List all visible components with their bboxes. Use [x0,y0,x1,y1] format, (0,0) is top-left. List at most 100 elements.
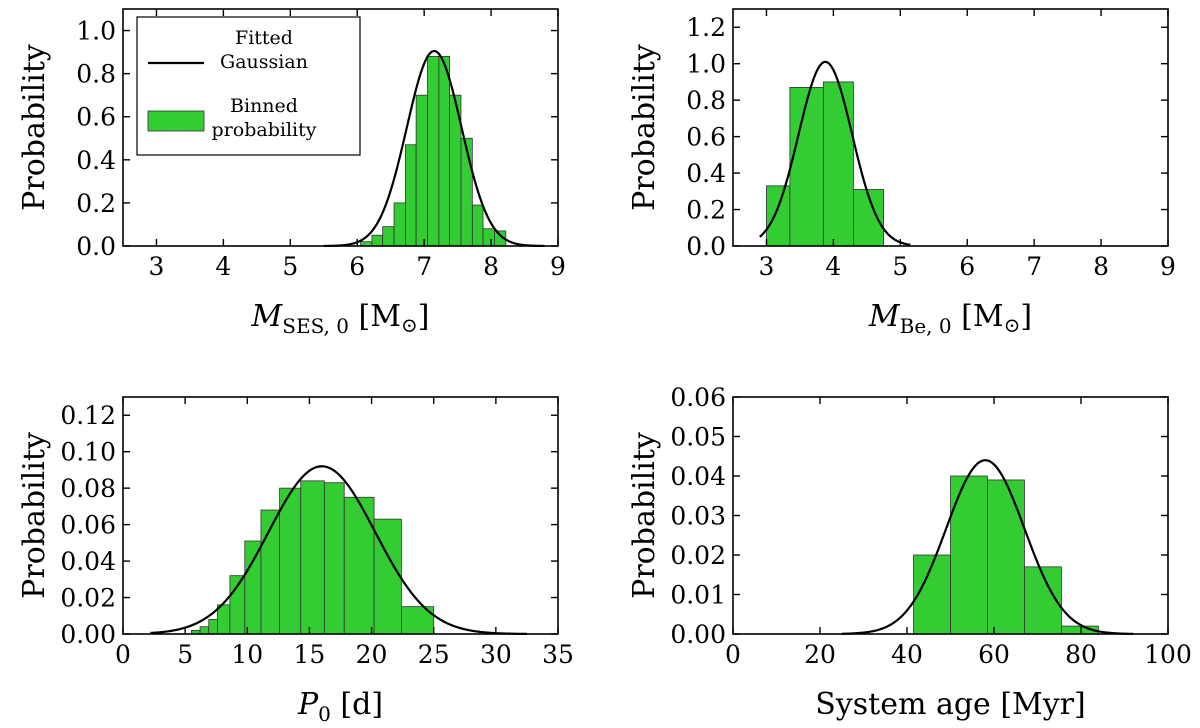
x-axis-label: System age [Myr] [815,687,1085,722]
y-tick-label: 0.05 [670,423,726,452]
x-axis-label-subscript: Be, 0 [900,314,952,338]
x-axis-label-unit: [d] [331,687,383,722]
y-tick-label: 0.8 [76,60,116,89]
plot-frame [732,8,1169,247]
histogram-bar [766,185,791,247]
plot-frame [122,396,559,635]
x-tick-label: 20 [356,640,388,669]
y-tick-label: 0.2 [686,196,726,225]
x-tick-label: 9 [550,252,566,281]
x-tick-label: 10 [231,640,263,669]
y-tick-label: 0.12 [60,401,116,430]
legend-bar-swatch [147,110,205,132]
y-tick-label: 0.0 [686,232,726,261]
histogram-bar [371,234,384,247]
y-axis-label: Probability [627,432,662,599]
x-tick-label: 60 [978,640,1010,669]
x-tick-label: 40 [891,640,923,669]
histogram-bar [343,496,375,635]
x-axis-label-unit-close: ] [1020,299,1032,334]
y-tick-label: 0.02 [670,541,726,570]
x-axis-label-main: M [251,299,284,334]
y-tick-label: 0.02 [60,584,116,613]
histogram-bar [427,56,440,247]
x-tick-label: 8 [483,252,499,281]
x-tick-label: 3 [759,252,775,281]
y-tick-label: 0.6 [76,103,116,132]
gaussian-fit-curve [150,465,527,635]
x-tick-label: 80 [1065,640,1097,669]
legend-bar-label-line: Binned [230,95,298,117]
x-tick-label: 25 [418,640,450,669]
gaussian-fit-curve [323,49,545,248]
y-tick-label: 1.0 [686,50,726,79]
x-tick-label: 6 [959,252,975,281]
x-axis-label-main: P [297,687,319,722]
legend-line-label-line: Fitted [235,27,293,49]
histogram-bar [393,202,406,247]
legend-line-label-line: Gaussian [220,51,308,73]
solar-symbol: ⊙ [401,313,418,337]
histogram-bar [438,56,450,247]
x-axis-label-subscript: SES, 0 [282,314,349,338]
x-tick-label: 7 [416,252,432,281]
panel-initial-ses-mass: 3 4 5 6 7 8 9 0.0 0.2 0.4 0.6 0.8 1.0 Probability MSES… [17,8,566,338]
legend-box [136,16,361,156]
histogram-bar [471,204,484,247]
histogram-bar [789,86,824,247]
y-tick-label: 1.2 [686,13,726,42]
histogram-bar [208,619,218,635]
x-tick-label: 4 [215,252,231,281]
y-axis-label: Probability [17,432,52,599]
x-tick-label: 100 [1144,640,1192,669]
histogram-bar [244,540,262,635]
y-tick-label: 0.4 [686,159,726,188]
histogram-bar [913,554,951,635]
x-axis-label: MBe, 0 [M⊙] [868,299,1032,338]
x-axis-label-main: System age [Myr] [815,687,1085,722]
histogram-bar [382,226,395,247]
solar-symbol: ⊙ [1004,313,1021,337]
legend-line-label: Fitted Gaussian [220,27,308,73]
y-tick-label: 0.04 [60,547,116,576]
x-tick-label: 0 [115,640,131,669]
x-tick-label: 0 [725,640,741,669]
x-tick-label: 6 [349,252,365,281]
x-tick-label: 4 [825,252,841,281]
x-axis-label: P0 [d] [297,687,383,726]
x-tick-label: 35 [542,640,574,669]
y-tick-label: 0.2 [76,189,116,218]
y-tick-label: 0.08 [60,474,116,503]
panel-initial-period: 0 5 10 15 20 25 30 35 0.00 0.02 0.04 0.06 0.08 0.10 0.… [17,396,574,726]
x-tick-label: 3 [149,252,165,281]
y-tick-label: 0.4 [76,146,116,175]
histogram-bar [323,482,345,635]
legend-bar-label: Binned probability [212,95,317,141]
x-axis-label-unit: [M [349,299,401,334]
x-axis-label-subscript: 0 [318,702,331,726]
y-axis-label: Probability [17,44,52,211]
histogram-bar [482,228,495,247]
panel-system-age: 0 20 40 60 80 100 0.00 0.01 0.02 0.03 0.04 0.05 0.06… [627,383,1192,722]
x-tick-label: 5 [177,640,193,669]
y-tick-label: 0.0 [76,232,116,261]
y-tick-label: 0.01 [670,581,726,610]
x-axis-label-unit-close: ] [418,299,430,334]
x-tick-label: 9 [1160,252,1176,281]
histogram-bar [300,480,325,635]
y-tick-label: 0.10 [60,438,116,467]
x-tick-label: 5 [892,252,908,281]
panel-initial-be-mass: 3 4 5 6 7 8 9 0.0 0.2 0.4 0.6 0.8 1.0 1.2 Probability M… [627,8,1176,338]
y-tick-label: 0.00 [60,620,116,649]
plot-frame [122,8,559,247]
y-tick-label: 0.06 [60,511,116,540]
y-tick-label: 0.00 [670,620,726,649]
y-tick-label: 0.6 [686,123,726,152]
x-tick-label: 5 [282,252,298,281]
x-tick-label: 7 [1026,252,1042,281]
histogram-bar [822,81,854,247]
y-tick-label: 0.04 [670,462,726,491]
legend-bar-label-line: probability [212,119,317,141]
x-tick-label: 15 [294,640,326,669]
